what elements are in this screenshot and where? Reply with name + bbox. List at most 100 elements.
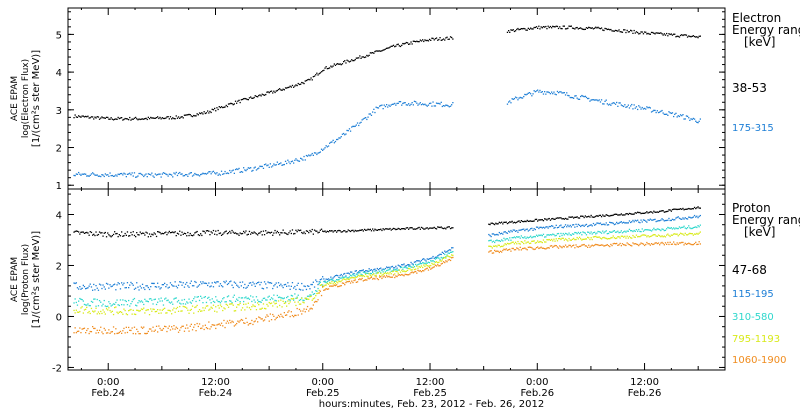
data-point — [103, 311, 105, 313]
data-point — [642, 230, 645, 232]
data-point — [677, 235, 679, 237]
data-point — [452, 254, 454, 256]
data-point — [370, 275, 373, 277]
data-point — [322, 286, 324, 288]
data-point — [125, 313, 127, 315]
data-point — [115, 233, 117, 235]
data-point — [252, 281, 254, 283]
data-point — [139, 118, 141, 121]
data-point — [519, 221, 521, 223]
data-point — [100, 117, 102, 119]
data-point — [505, 221, 507, 223]
data-point — [98, 175, 101, 177]
data-point — [176, 306, 179, 309]
data-point — [631, 213, 633, 215]
data-point — [377, 278, 380, 281]
data-point — [370, 273, 373, 275]
data-point — [152, 234, 154, 236]
data-point — [296, 284, 298, 286]
data-point — [376, 267, 378, 270]
data-point — [690, 36, 692, 38]
data-point — [384, 276, 387, 278]
data-point — [183, 232, 186, 234]
data-point — [698, 35, 700, 37]
data-point — [442, 256, 445, 259]
data-point — [293, 299, 295, 301]
data-point — [664, 34, 667, 36]
data-point — [332, 231, 334, 233]
legend-title: [keV] — [744, 225, 775, 239]
data-point — [607, 238, 610, 240]
data-point — [110, 311, 112, 313]
data-point — [189, 172, 191, 174]
data-point — [621, 31, 624, 33]
data-point — [530, 93, 532, 95]
data-point — [311, 291, 313, 293]
data-point — [606, 214, 608, 216]
data-point — [197, 296, 199, 298]
data-point — [567, 224, 569, 226]
data-point — [652, 229, 654, 231]
data-point — [545, 93, 547, 95]
data-point — [597, 26, 599, 28]
data-point — [186, 324, 188, 326]
data-point — [646, 33, 648, 35]
data-point — [556, 246, 559, 248]
data-point — [537, 240, 539, 242]
data-point — [602, 223, 604, 226]
data-point — [611, 214, 613, 217]
data-point — [101, 116, 103, 118]
data-point — [372, 274, 374, 276]
data-point — [600, 216, 603, 218]
data-point — [165, 231, 167, 233]
data-point — [138, 118, 140, 120]
data-point — [227, 232, 230, 234]
data-point — [282, 286, 284, 289]
data-point — [289, 85, 291, 87]
data-point — [331, 230, 333, 232]
data-point — [131, 172, 133, 174]
data-point — [355, 124, 357, 126]
data-point — [327, 278, 330, 280]
data-point — [681, 115, 683, 117]
data-point — [182, 175, 184, 177]
data-point — [592, 99, 595, 101]
data-point — [412, 272, 414, 274]
data-point — [513, 243, 516, 245]
data-point — [355, 230, 357, 232]
data-point — [306, 305, 309, 308]
data-point — [444, 39, 446, 41]
data-point — [239, 101, 241, 104]
data-point — [126, 314, 129, 316]
data-point — [313, 301, 316, 303]
data-point — [205, 230, 208, 232]
data-point — [631, 221, 633, 223]
data-point — [545, 25, 547, 28]
data-point — [159, 173, 161, 175]
data-point — [619, 102, 621, 104]
data-point — [653, 219, 655, 221]
data-point — [492, 223, 495, 225]
data-point — [290, 285, 292, 287]
data-point — [577, 238, 579, 240]
data-point — [287, 311, 289, 313]
data-point — [80, 332, 82, 334]
data-point — [602, 230, 604, 232]
data-point — [267, 315, 269, 317]
data-point — [158, 173, 160, 175]
data-point — [347, 281, 349, 283]
data-point — [521, 97, 524, 99]
data-point — [348, 280, 351, 282]
data-point — [508, 230, 510, 232]
data-point — [561, 234, 563, 237]
data-point — [293, 287, 295, 289]
data-point — [262, 297, 265, 300]
data-point — [392, 103, 395, 105]
data-point — [245, 287, 247, 289]
data-point — [220, 322, 223, 324]
data-point — [595, 233, 597, 235]
data-point — [494, 223, 496, 226]
data-point — [86, 116, 88, 118]
data-point — [595, 215, 597, 217]
data-point — [656, 235, 658, 237]
